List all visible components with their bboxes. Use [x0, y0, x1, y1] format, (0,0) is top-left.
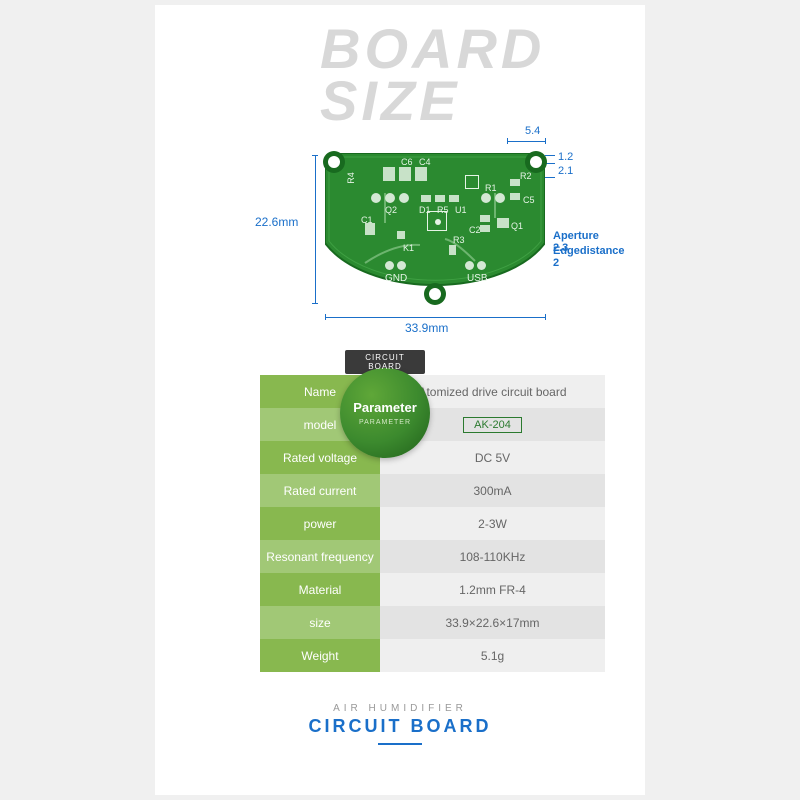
model-box: AK-204	[463, 417, 522, 433]
label-q1: Q1	[511, 221, 523, 231]
spec-key: size	[260, 606, 380, 639]
label-r3: R3	[453, 235, 465, 245]
dim-line	[315, 155, 316, 303]
label-usb: USB	[467, 273, 488, 284]
table-row: Weight 5.1g	[260, 639, 605, 672]
spec-val: 1.2mm FR-4	[380, 573, 605, 606]
headline-line1: BOARD	[320, 23, 545, 75]
headline-line2: SIZE	[320, 75, 545, 127]
label-r4: R4	[346, 172, 356, 184]
table-row: Rated voltage DC 5V	[260, 441, 605, 474]
label-c1: C1	[361, 215, 373, 225]
mounting-hole	[323, 151, 345, 173]
spec-val: 300mA	[380, 474, 605, 507]
dim-height: 22.6mm	[255, 215, 298, 229]
mounting-hole	[525, 151, 547, 173]
table-row: Resonant frequency 108-110KHz	[260, 540, 605, 573]
spec-val: 5.1g	[380, 639, 605, 672]
badge-sub: PARAMETER	[359, 419, 411, 426]
spec-val: 33.9×22.6×17mm	[380, 606, 605, 639]
spec-key: Resonant frequency	[260, 540, 380, 573]
label-c2: C2	[469, 225, 481, 235]
table-row: size 33.9×22.6×17mm	[260, 606, 605, 639]
spec-key: Weight	[260, 639, 380, 672]
label-r1: R1	[485, 183, 497, 193]
dim-top-h1: 1.2	[558, 151, 573, 163]
label-c6: C6	[401, 157, 413, 167]
table-row: Material 1.2mm FR-4	[260, 573, 605, 606]
dim-top-w: 5.4	[525, 125, 540, 137]
badge-main: Parameter	[353, 400, 417, 415]
table-row: power 2-3W	[260, 507, 605, 540]
parameter-badge: CIRCUIT BOARD Parameter PARAMETER	[340, 350, 430, 458]
table-row: model AK-204	[260, 408, 605, 441]
dim-width: 33.9mm	[405, 321, 448, 335]
label-k1: K1	[403, 243, 414, 253]
label-r5: R5	[437, 205, 449, 215]
table-row: Name Atomized drive circuit board	[260, 375, 605, 408]
label-u1: U1	[455, 205, 467, 215]
badge-circle: Parameter PARAMETER	[340, 368, 430, 458]
footer-main: CIRCUIT BOARD	[155, 716, 645, 745]
pcb-diagram: 22.6mm 33.9mm 5.4 1.2 2.1 Aperture 2.3 E…	[285, 125, 585, 335]
badge-tab: CIRCUIT BOARD	[345, 350, 425, 374]
label-q2: Q2	[385, 205, 397, 215]
spec-key: Rated current	[260, 474, 380, 507]
dim-line	[325, 317, 545, 318]
table-row: Rated current 300mA	[260, 474, 605, 507]
spec-val: 108-110KHz	[380, 540, 605, 573]
footer-sub: AIR HUMIDIFIER	[155, 703, 645, 714]
label-d1: D1	[419, 205, 431, 215]
spec-key: power	[260, 507, 380, 540]
mounting-hole	[424, 283, 446, 305]
label-r2: R2	[520, 171, 532, 181]
note-edgedist: Edgedistance 2	[553, 245, 625, 269]
footer: AIR HUMIDIFIER CIRCUIT BOARD	[155, 703, 645, 745]
label-c5: C5	[523, 195, 535, 205]
headline: BOARD SIZE	[320, 23, 545, 126]
pcb-board: R4 C6 C4 R1 R2 C5 Q2 D1 R5 U1 C1 K1 C2 Q…	[325, 153, 545, 303]
infographic: BOARD SIZE 22.6mm 33.9mm 5.4 1.2 2.1 Ape…	[155, 5, 645, 795]
label-c4: C4	[419, 157, 431, 167]
spec-table: Name Atomized drive circuit board model …	[260, 375, 605, 672]
dim-top-h2: 2.1	[558, 165, 573, 177]
spec-key: Material	[260, 573, 380, 606]
label-gnd: GND	[385, 273, 407, 284]
spec-val: 2-3W	[380, 507, 605, 540]
